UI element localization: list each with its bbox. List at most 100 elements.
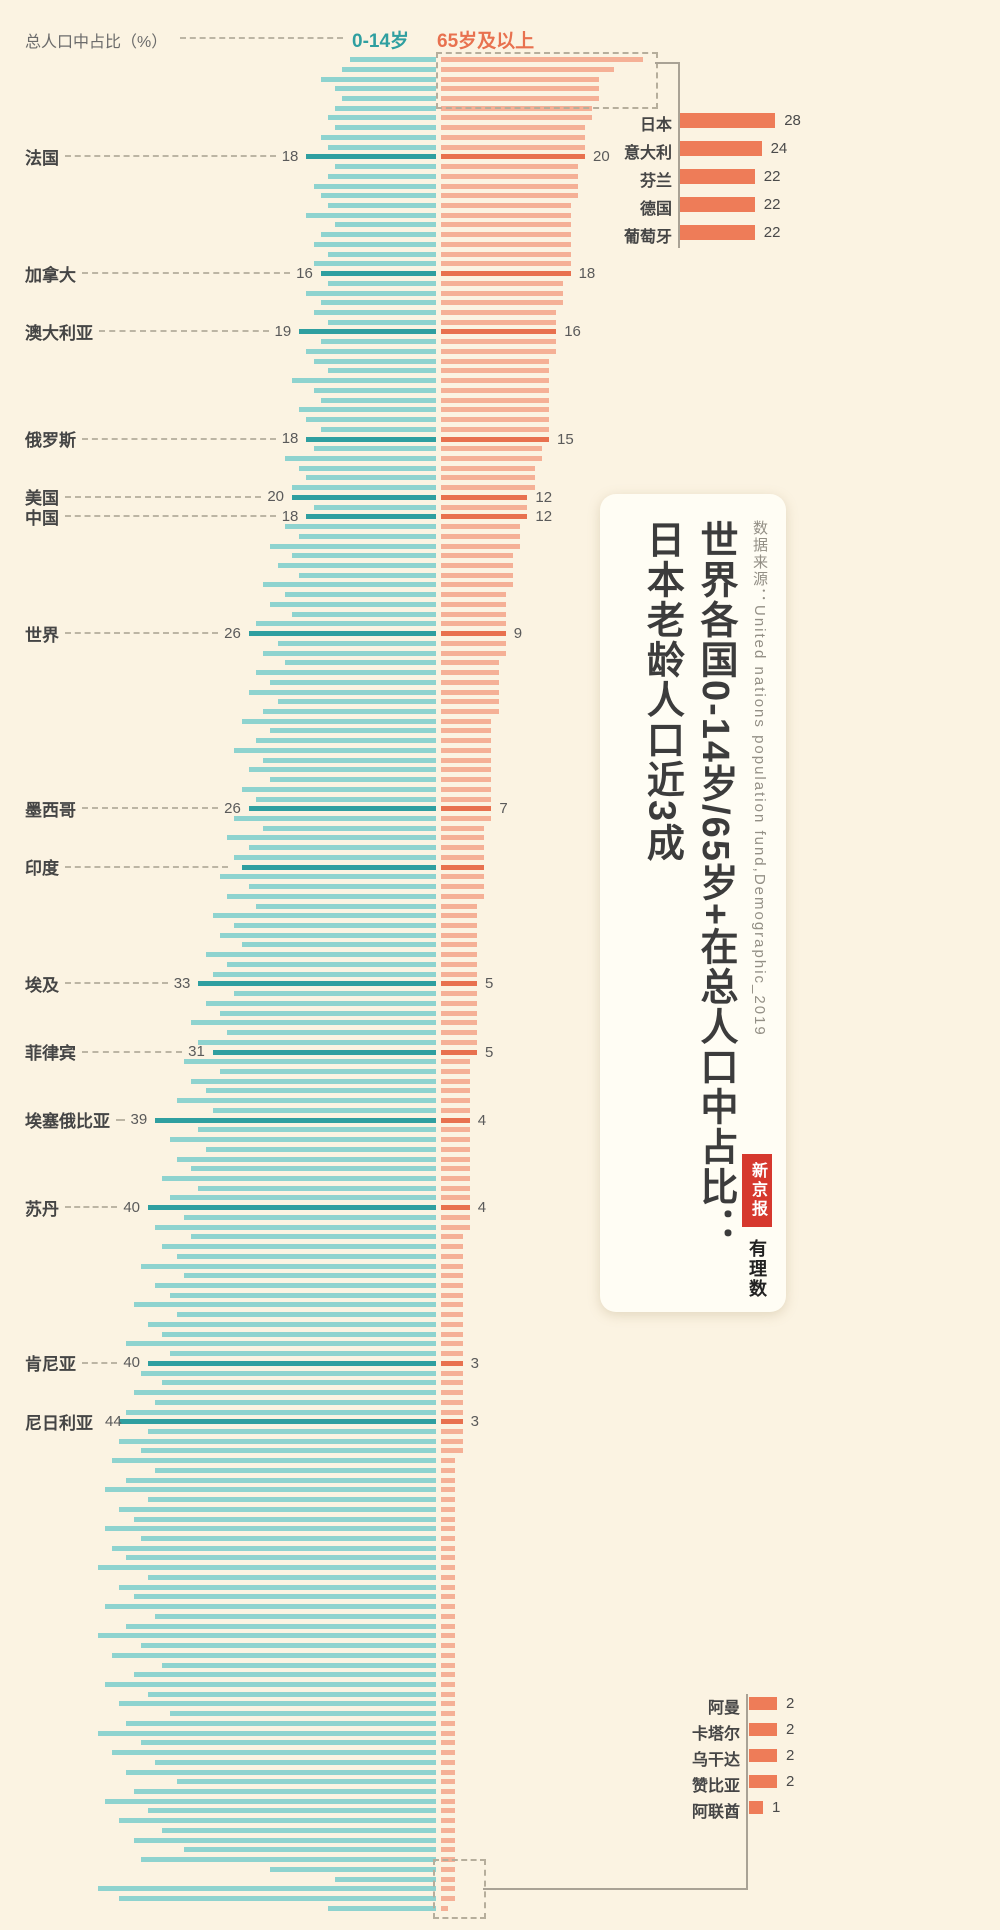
young-bar [148, 1360, 436, 1366]
old-bar [441, 1039, 477, 1045]
young-bar [162, 1244, 436, 1250]
logo-xinjingbao: 新京报 [742, 1154, 772, 1227]
old-bar [441, 1467, 456, 1473]
young-bar [198, 981, 436, 987]
young-bar [148, 1428, 436, 1434]
country-row-label: 法国 18 [25, 147, 298, 168]
old-value: 18 [578, 265, 596, 283]
old-bar [441, 1321, 463, 1327]
old-value: 15 [557, 430, 574, 448]
title-panel: 数据来源：United nations population fund,Demo… [600, 494, 786, 1312]
young-bar [97, 1730, 436, 1736]
old-bar [441, 1428, 463, 1434]
old-bar [441, 1000, 477, 1006]
young-bar [184, 1273, 436, 1279]
old-bar [441, 1458, 456, 1464]
old-bar [441, 1370, 463, 1376]
young-bar [234, 854, 436, 860]
leader-line [82, 437, 276, 440]
young-bar [169, 1195, 436, 1201]
young-value: 18 [281, 430, 299, 447]
young-value: 33 [173, 974, 191, 992]
young-bar [328, 368, 436, 374]
young-bar [220, 932, 436, 938]
old-bar [441, 815, 492, 821]
country-name: 澳大利亚 [25, 323, 93, 343]
young-bar [256, 796, 436, 802]
young-bar [169, 1137, 436, 1142]
young-value: 44 [105, 1412, 122, 1430]
old-bar [441, 1166, 470, 1172]
callout-value: 24 [770, 140, 788, 157]
old-bar [441, 1176, 470, 1181]
old-bar [441, 1127, 470, 1133]
country-name: 中国 [25, 508, 59, 528]
young-bar [212, 1049, 436, 1055]
young-bar [212, 971, 436, 977]
young-bar [292, 553, 436, 559]
old-bar [441, 1818, 456, 1824]
young-bar [299, 533, 436, 539]
old-bar [441, 465, 535, 471]
young-bar [119, 1438, 436, 1444]
leader-line [65, 155, 276, 158]
young-bar [155, 1117, 436, 1123]
old-bar [441, 1536, 456, 1541]
old-bar [441, 1886, 456, 1892]
young-bar [133, 1516, 436, 1522]
young-bar [284, 592, 436, 598]
young-bar [306, 348, 436, 354]
young-bar [126, 1341, 436, 1347]
old-bar [441, 290, 564, 296]
young-bar [313, 241, 436, 247]
country-row-label: 世界 26 [25, 624, 241, 645]
young-bar [277, 699, 436, 705]
young-bar [270, 1866, 436, 1872]
leader-line [65, 1206, 118, 1209]
young-bar [119, 1506, 436, 1512]
young-bar [342, 95, 436, 101]
old-bar [441, 348, 557, 354]
old-bar [441, 1409, 463, 1415]
young-bar [313, 504, 436, 510]
old-bar [441, 1740, 456, 1746]
young-bar [270, 543, 436, 549]
young-bar [155, 1399, 436, 1405]
young-bar [284, 524, 436, 529]
country-name: 印度 [25, 859, 59, 879]
old-bar [441, 942, 477, 948]
young-bar [198, 1127, 436, 1133]
old-bar [441, 738, 492, 744]
old-bar [441, 368, 549, 374]
old-bar [441, 679, 499, 685]
old-bar [441, 981, 477, 987]
young-bar [191, 1020, 436, 1026]
old-bar [441, 222, 571, 228]
young-bar [119, 1701, 436, 1707]
young-bar [162, 1827, 436, 1833]
young-bar [148, 1205, 436, 1211]
old-bar [441, 796, 492, 802]
young-bar [148, 1691, 436, 1697]
callout-country-name: 阿联酋 [691, 1804, 740, 1821]
old-bar [441, 300, 564, 306]
young-bar [169, 1351, 436, 1357]
young-bar [306, 212, 436, 218]
old-value: 5 [485, 1043, 494, 1061]
old-bar [441, 173, 578, 179]
old-bar [441, 310, 557, 315]
old-bar [441, 134, 585, 140]
old-bar [441, 1068, 470, 1074]
old-bar [441, 1292, 463, 1298]
callout-bar [680, 113, 776, 128]
young-value: 39 [130, 1111, 148, 1129]
young-bar [198, 1185, 436, 1191]
old-bar [441, 261, 571, 267]
old-bar [441, 426, 549, 432]
young-bar [248, 806, 436, 812]
young-bar [205, 1000, 436, 1006]
old-bar [441, 592, 506, 598]
old-bar [441, 854, 485, 860]
young-bar [320, 271, 436, 277]
logo-youlishu: 有理数 [747, 1239, 767, 1300]
